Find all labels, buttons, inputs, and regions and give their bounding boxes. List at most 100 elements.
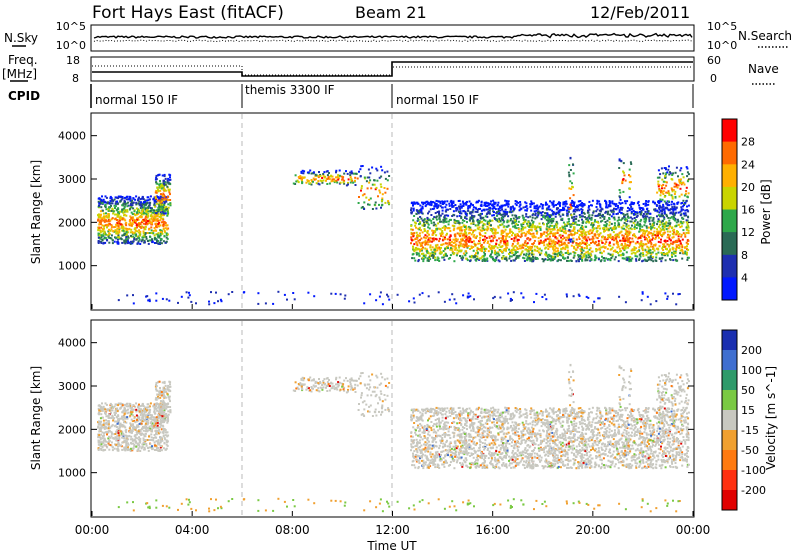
power-cell — [548, 232, 551, 235]
power-cell — [567, 206, 570, 209]
power-cell — [463, 236, 466, 239]
power-cell — [518, 254, 521, 257]
power-cell — [573, 201, 576, 204]
power-cell — [687, 192, 690, 195]
power-cell — [523, 260, 526, 262]
power-cell — [412, 219, 415, 222]
power-cell — [555, 226, 558, 229]
power-cell — [579, 200, 582, 202]
power-cell — [464, 230, 466, 233]
power-cell — [590, 258, 593, 261]
power-cell — [450, 201, 453, 204]
power-cell — [649, 232, 651, 235]
power-cell — [679, 242, 682, 245]
power-cell — [141, 213, 144, 215]
power-cell — [640, 218, 643, 221]
power-cell — [155, 292, 158, 295]
power-cell — [577, 242, 580, 245]
power-cell — [163, 230, 166, 232]
power-cell — [626, 200, 629, 203]
power-cell — [98, 227, 101, 230]
power-cell — [161, 208, 164, 211]
power-cell — [472, 206, 475, 209]
power-cell — [645, 202, 647, 205]
power-cell — [454, 220, 457, 222]
power-cell — [525, 254, 527, 257]
power-cell — [624, 233, 627, 236]
velocity-cell — [137, 425, 140, 428]
power-cell — [159, 239, 162, 242]
power-cell — [585, 220, 588, 223]
power-cell — [647, 249, 650, 252]
power-cell — [572, 194, 575, 197]
power-cell — [589, 229, 592, 232]
power-cell — [126, 205, 129, 208]
power-cell — [660, 260, 663, 263]
power-cell — [671, 197, 674, 200]
power-cell — [618, 295, 621, 298]
power-cell — [415, 222, 417, 225]
power-cell — [686, 171, 689, 174]
power-cell — [564, 205, 567, 208]
power-cell — [136, 211, 138, 214]
power-cell — [623, 227, 626, 230]
power-cell — [627, 216, 630, 219]
power-cell — [604, 242, 607, 245]
power-cell — [427, 226, 430, 229]
power-cell — [148, 239, 151, 242]
power-cell — [595, 227, 598, 230]
power-cell — [652, 217, 655, 219]
power-cell — [665, 228, 668, 231]
power-cell — [589, 259, 592, 262]
power-cell — [119, 195, 122, 198]
power-cell — [482, 246, 485, 249]
power-cell — [492, 232, 495, 235]
power-cell — [127, 241, 130, 243]
power-cell — [657, 185, 660, 188]
power-cell — [469, 259, 472, 262]
power-cell — [118, 230, 121, 232]
power-cell — [130, 216, 133, 219]
power-cell — [369, 197, 372, 200]
power-cell — [158, 236, 161, 239]
power-cell — [534, 214, 537, 217]
power-cell — [454, 247, 457, 250]
power-cell — [502, 231, 505, 234]
power-cell — [314, 175, 317, 178]
power-cell — [657, 218, 660, 221]
power-cell — [465, 238, 468, 241]
power-cell — [213, 302, 216, 305]
power-cell — [301, 181, 304, 184]
power-cell — [118, 227, 121, 230]
power-cell — [491, 230, 494, 233]
power-cell — [464, 216, 466, 219]
power-cell — [432, 230, 435, 232]
power-cell — [506, 202, 509, 205]
power-cell — [640, 299, 643, 302]
power-cell — [163, 173, 166, 176]
power-cell — [610, 215, 613, 218]
power-cell — [496, 211, 498, 214]
power-cell — [648, 231, 650, 234]
power-cell — [494, 236, 497, 239]
power-cell — [317, 180, 320, 183]
power-cell — [494, 259, 497, 261]
power-cell — [420, 249, 423, 252]
power-cell — [479, 207, 482, 210]
power-cell — [634, 219, 637, 221]
power-cell — [314, 173, 317, 176]
power-cell — [127, 236, 130, 239]
power-cell — [672, 172, 675, 175]
velocity-cell — [125, 421, 128, 424]
power-cell — [554, 236, 557, 239]
power-cell — [647, 226, 650, 229]
power-cell — [571, 216, 573, 219]
power-cell — [554, 213, 557, 216]
power-cell — [549, 228, 552, 231]
power-cell — [621, 217, 624, 220]
power-cell — [551, 224, 554, 227]
power-cell — [484, 232, 487, 235]
power-cell — [596, 202, 599, 205]
power-cell — [520, 223, 523, 226]
power-cell — [164, 206, 167, 209]
